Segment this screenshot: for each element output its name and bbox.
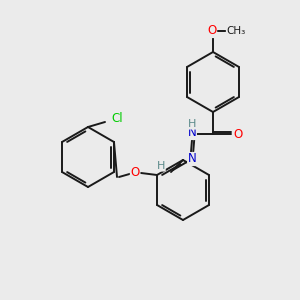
Text: H: H: [188, 119, 196, 129]
Text: Cl: Cl: [111, 112, 123, 125]
Text: O: O: [207, 25, 217, 38]
Text: N: N: [188, 152, 196, 166]
Text: CH₃: CH₃: [226, 26, 246, 36]
Text: N: N: [188, 127, 196, 140]
Text: H: H: [157, 161, 165, 171]
Text: O: O: [233, 128, 243, 140]
Text: O: O: [130, 167, 140, 179]
